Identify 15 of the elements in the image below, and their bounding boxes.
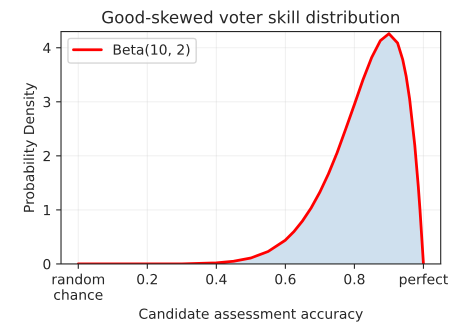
x-tick-label: 0.4	[206, 274, 227, 284]
x-tick-label: 0.2	[137, 274, 157, 284]
chart-title: Good-skewed voter skill distribution	[102, 10, 400, 24]
x-tick-label: random chance	[52, 274, 104, 300]
x-tick-label: 0.6	[275, 274, 296, 284]
y-tick-label: 3	[44, 96, 50, 108]
y-axis-title: Probability Density	[23, 82, 37, 212]
x-tick-label: perfect	[400, 274, 448, 288]
y-tick-label: 1	[44, 205, 50, 216]
x-tick-label: 0.8	[344, 274, 365, 284]
y-tick-label: 0	[43, 258, 50, 270]
y-tick-label: 2	[43, 150, 50, 162]
x-axis-title: Candidate assessment accuracy	[139, 308, 363, 322]
y-tick-label: 4	[43, 42, 51, 54]
legend-label: Beta(10, 2)	[114, 44, 190, 56]
